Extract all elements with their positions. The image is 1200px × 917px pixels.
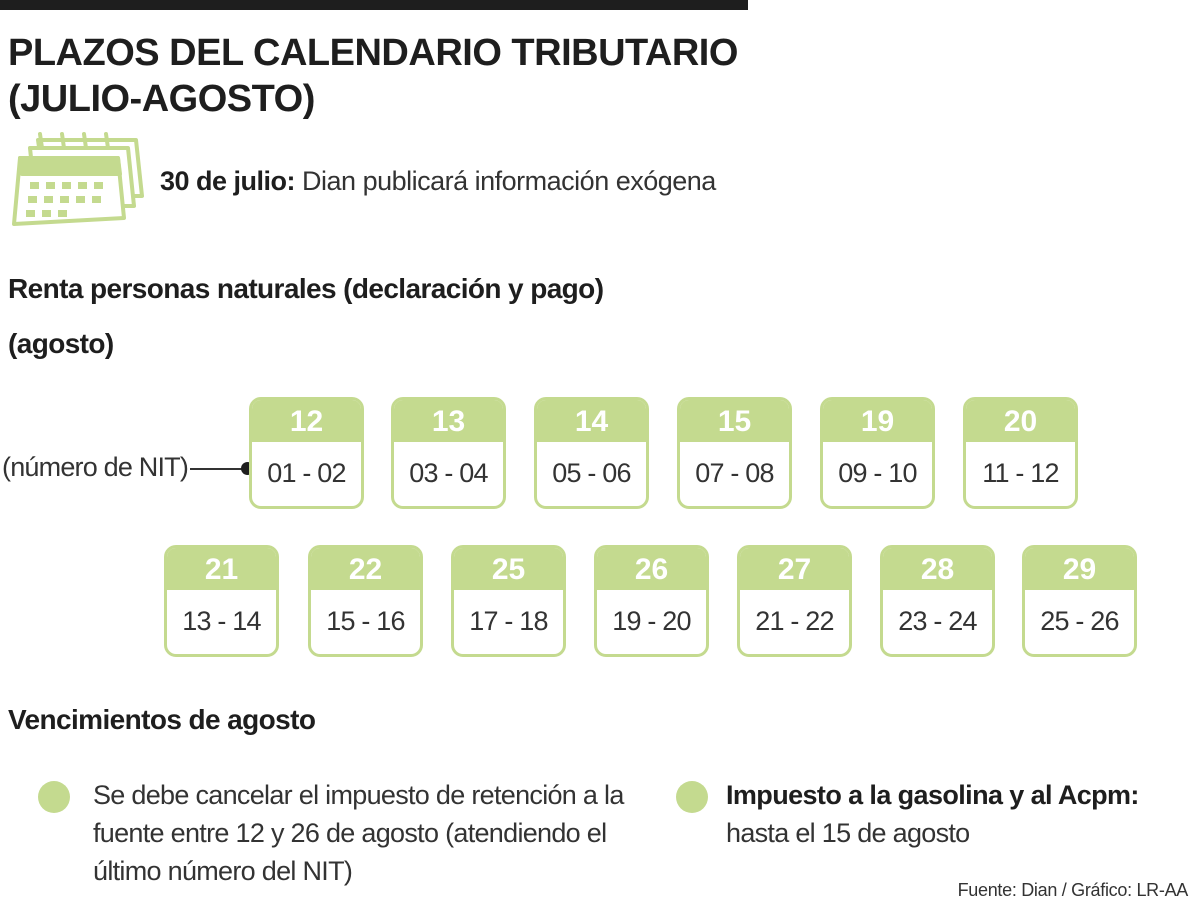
exogena-date: 30 de julio: [160,166,296,196]
date-card: 21 13 - 14 [164,545,279,657]
date-card-nit: 11 - 12 [982,458,1059,488]
date-card: 28 23 - 24 [880,545,995,657]
date-card-day: 12 [252,400,361,442]
retencion-note: Se debe cancelar el impuesto de retenció… [93,776,624,890]
date-card-nit: 15 - 16 [326,606,405,636]
date-card: 26 19 - 20 [594,545,709,657]
date-card-day: 22 [311,548,420,590]
title-line-1: PLAZOS DEL CALENDARIO TRIBUTARIO [8,32,738,74]
date-card-day: 19 [823,400,932,442]
exogena-text: Dian publicará información exógena [302,166,716,196]
date-card: 22 15 - 16 [308,545,423,657]
vencimientos-heading: Vencimientos de agosto [8,704,316,735]
date-card-nit: 13 - 14 [182,606,261,636]
date-card: 15 07 - 08 [677,397,792,509]
date-card-day: 26 [597,548,706,590]
retencion-line-3: último número del NIT) [93,856,353,886]
date-card-nit: 07 - 08 [695,458,774,488]
retencion-line-1: Se debe cancelar el impuesto de retenció… [93,780,624,810]
date-card-nit: 23 - 24 [898,606,977,636]
date-card-day: 21 [167,548,276,590]
date-card: 12 01 - 02 [249,397,364,509]
bullet-dot [38,781,70,813]
top-rule [0,0,748,10]
source-credit: Fuente: Dian / Gráfico: LR-AA [957,880,1189,900]
nit-label: (número de NIT) [2,452,189,482]
gasolina-note: Impuesto a la gasolina y al Acpm: hasta … [726,776,1139,852]
retencion-line-2: fuente entre 12 y 26 de agosto (atendien… [93,818,607,848]
date-card-nit: 05 - 06 [552,458,631,488]
date-card-nit: 19 - 20 [612,606,691,636]
bullet-dot [676,781,708,813]
date-card-day: 28 [883,548,992,590]
date-card-nit: 03 - 04 [409,458,488,488]
renta-month: (agosto) [8,328,114,359]
date-card-day: 27 [740,548,849,590]
date-card: 19 09 - 10 [820,397,935,509]
date-card-nit: 01 - 02 [267,458,346,488]
date-card-day: 25 [454,548,563,590]
date-card: 27 21 - 22 [737,545,852,657]
calendar-icon [12,132,144,226]
title-line-2: (JULIO-AGOSTO) [8,78,315,120]
exogena-note: 30 de julio: Dian publicará información … [160,166,716,197]
renta-heading: Renta personas naturales (declaración y … [8,273,604,304]
date-card-day: 20 [966,400,1075,442]
date-card: 29 25 - 26 [1022,545,1137,657]
date-card-nit: 21 - 22 [755,606,834,636]
date-card-nit: 17 - 18 [469,606,548,636]
gasolina-title: Impuesto a la gasolina y al Acpm: [726,780,1139,810]
date-card-nit: 25 - 26 [1040,606,1119,636]
date-card: 14 05 - 06 [534,397,649,509]
page-title: PLAZOS DEL CALENDARIO TRIBUTARIO (JULIO-… [8,30,738,122]
date-card-day: 15 [680,400,789,442]
date-card: 13 03 - 04 [391,397,506,509]
date-card: 20 11 - 12 [963,397,1078,509]
date-card-day: 14 [537,400,646,442]
gasolina-line-1: hasta el 15 de agosto [726,818,970,848]
date-card: 25 17 - 18 [451,545,566,657]
date-card-nit: 09 - 10 [838,458,917,488]
date-card-day: 13 [394,400,503,442]
nit-connector-line [190,468,248,470]
date-card-day: 29 [1025,548,1134,590]
